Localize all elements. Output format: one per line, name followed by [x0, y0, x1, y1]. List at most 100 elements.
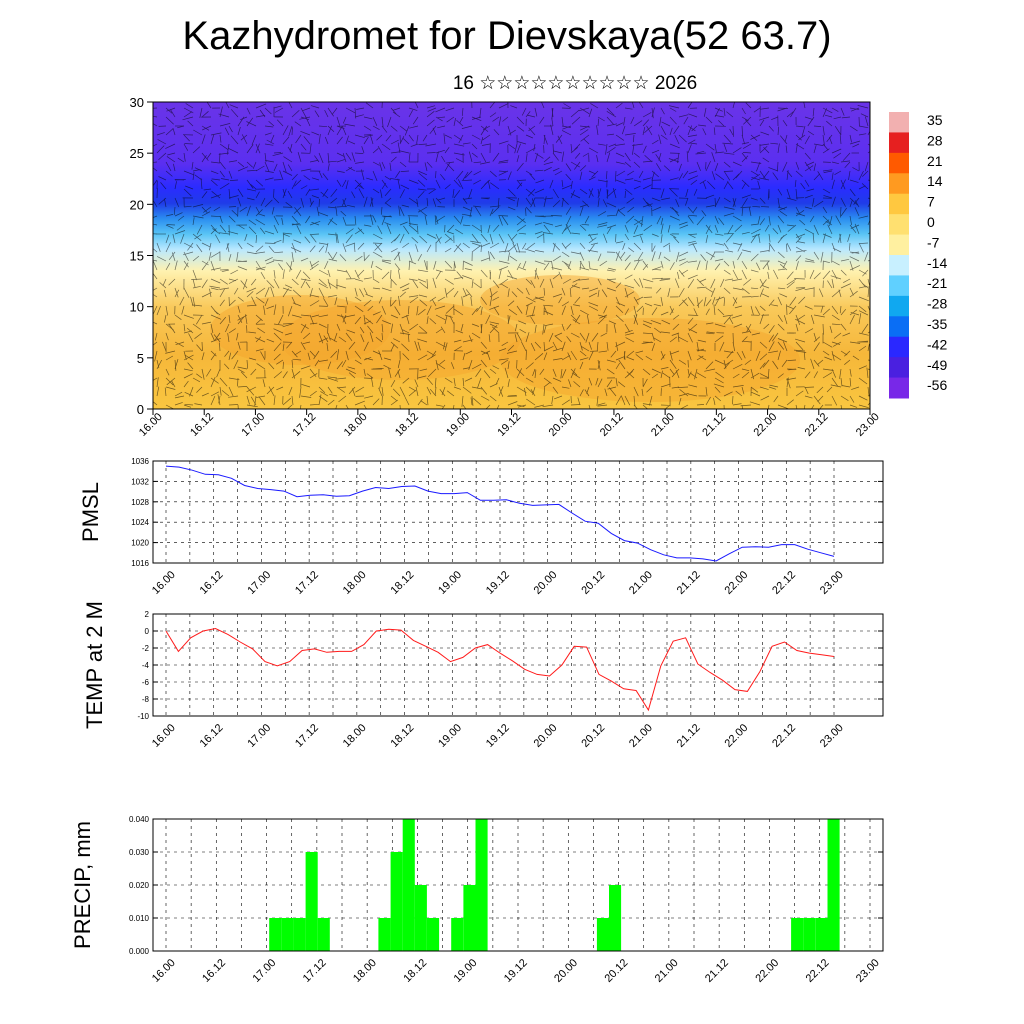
wind-barb — [566, 336, 572, 343]
wind-barb — [156, 145, 165, 154]
wind-barb — [316, 206, 320, 217]
wind-barb — [772, 172, 779, 181]
wind-barb — [168, 278, 176, 286]
wind-barb — [597, 179, 608, 183]
wind-barb — [273, 215, 280, 226]
wind-barb — [531, 198, 536, 208]
wind-barb — [282, 288, 289, 298]
wind-barb — [241, 134, 248, 145]
wind-barb — [318, 332, 324, 344]
wind-barb — [696, 299, 703, 307]
wind-barb — [768, 244, 771, 253]
wind-barb — [664, 404, 671, 409]
wind-barb — [336, 233, 339, 244]
wind-barb — [790, 107, 797, 118]
wind-barb — [480, 181, 489, 190]
wind-barb — [471, 363, 482, 370]
wind-barb — [284, 284, 293, 289]
wind-barb — [366, 177, 374, 181]
wind-barb — [364, 134, 374, 138]
precip-bar — [317, 918, 330, 951]
wind-barb — [562, 125, 572, 130]
wind-barb — [432, 198, 437, 208]
wind-barb — [300, 395, 312, 398]
wind-barb — [255, 219, 266, 226]
wind-barb — [164, 387, 167, 397]
wind-barb — [632, 233, 644, 238]
wind-barb — [390, 156, 397, 163]
wind-barb — [163, 289, 167, 298]
wind-barb — [729, 317, 734, 325]
wind-barb — [233, 359, 239, 370]
wind-barb — [596, 155, 599, 163]
wind-barb — [528, 125, 536, 132]
wind-barb — [733, 323, 743, 328]
wind-barb — [820, 305, 824, 313]
wind-barb — [534, 188, 545, 194]
wind-barb — [777, 126, 780, 136]
wind-barb — [369, 197, 374, 207]
wind-barb — [392, 111, 401, 118]
wind-barb — [300, 278, 307, 289]
wind-barb — [480, 125, 488, 136]
wind-barb — [363, 287, 368, 295]
wind-barb — [444, 278, 454, 285]
wind-barb — [153, 287, 158, 291]
wind-barb — [762, 157, 770, 163]
wind-barb — [230, 109, 239, 118]
x-tick-label: 21.00 — [627, 722, 655, 750]
wind-barb — [354, 134, 365, 139]
wind-barb — [372, 116, 378, 126]
wind-barb — [399, 125, 408, 132]
wind-barb — [849, 290, 858, 298]
wind-barb — [651, 332, 655, 341]
wind-barb — [852, 355, 860, 361]
wind-barb — [183, 170, 194, 176]
wind-barb — [549, 179, 554, 189]
wind-barb — [688, 170, 698, 175]
wind-barb — [704, 368, 716, 372]
wind-barb — [822, 219, 830, 226]
wind-barb — [345, 350, 349, 361]
wind-barb — [564, 262, 572, 271]
wind-barb — [510, 233, 518, 241]
wind-barb — [570, 332, 580, 338]
wind-barb — [390, 299, 397, 307]
wind-barb — [468, 188, 473, 199]
wind-barb — [453, 179, 461, 188]
wind-barb — [385, 134, 392, 142]
colorbar-swatch — [889, 336, 909, 358]
wind-barb — [608, 320, 617, 325]
wind-barb — [210, 179, 218, 187]
wind-barb — [673, 125, 680, 135]
wind-barb — [803, 102, 806, 109]
wind-barb — [407, 334, 410, 343]
wind-barb — [318, 278, 327, 286]
wind-barb — [633, 179, 642, 183]
wind-barb — [326, 343, 329, 352]
wind-barb — [750, 372, 760, 379]
wind-barb — [624, 291, 635, 298]
heatmap-x-tick-label: 21.00 — [649, 411, 677, 439]
wind-barb — [732, 363, 743, 370]
wind-barb — [390, 399, 399, 406]
wind-barb — [579, 171, 583, 181]
wind-barb — [543, 305, 549, 315]
wind-barb — [543, 325, 547, 334]
wind-barb — [420, 400, 428, 406]
wind-barb — [372, 398, 380, 406]
wind-barb — [638, 102, 644, 109]
wind-barb — [769, 384, 779, 388]
wind-barb — [468, 335, 473, 343]
wind-barb — [678, 134, 687, 143]
wind-barb — [174, 197, 180, 208]
wind-barb — [288, 125, 293, 137]
wind-barb — [408, 223, 419, 226]
wind-barb — [714, 197, 721, 208]
wind-barb — [282, 188, 286, 197]
wind-barb — [246, 121, 257, 127]
wind-barb — [318, 282, 329, 289]
wind-barb — [453, 386, 462, 390]
wind-barb — [336, 126, 343, 136]
wind-barb — [798, 296, 806, 305]
